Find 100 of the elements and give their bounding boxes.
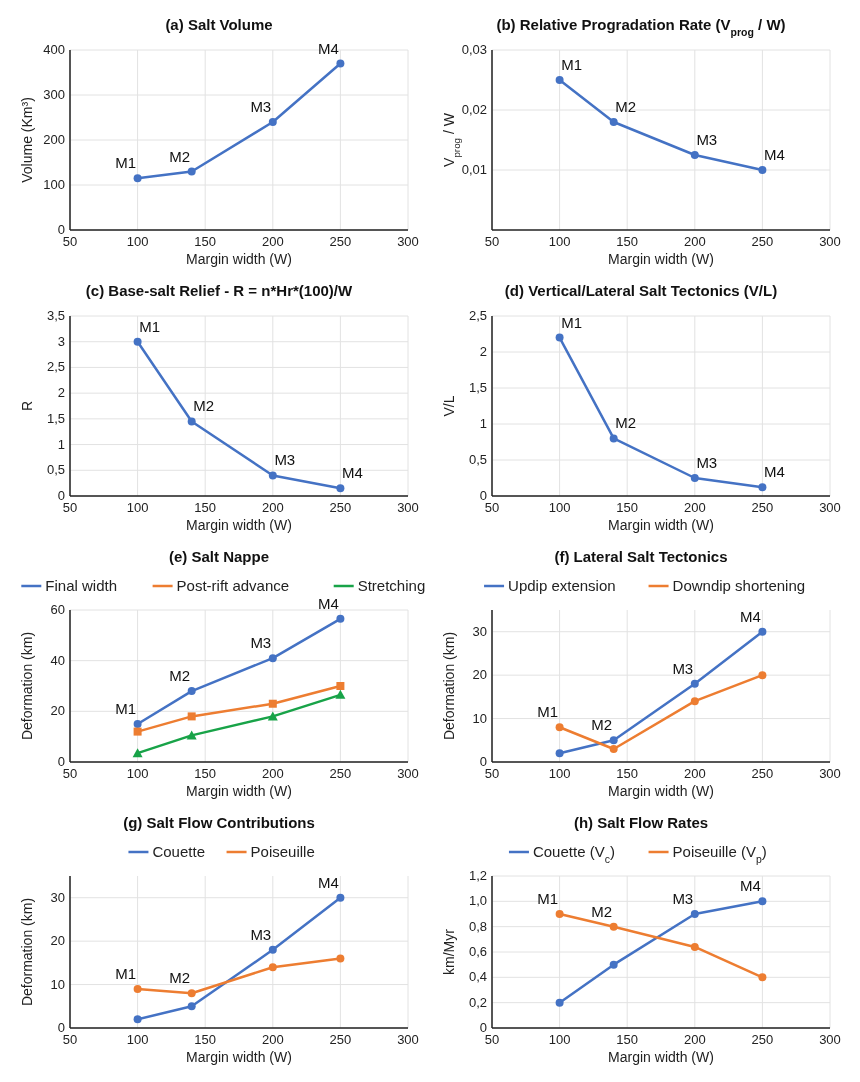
y-tick-label: 20 [50,703,65,719]
annotation: M4 [317,594,339,612]
legend-label: Post-rift advance [176,577,290,594]
y-axis-title: V/L [441,395,457,417]
x-tick-label: 50 [484,1032,500,1047]
legend-label: Stretching [357,577,426,594]
x-tick-label: 250 [329,234,352,249]
chart-title: (c) Base-salt Relief - R = n*Hr*(100)/W [85,282,353,299]
point [187,989,196,998]
annotation: M4 [341,464,363,482]
y-tick-label: 0,01 [461,162,487,177]
annotation: M2 [615,98,637,115]
point [268,699,277,708]
y-tick-label: 3,5 [46,308,65,323]
x-axis-title: Margin width (W) [186,517,292,533]
point [609,744,618,753]
y-tick-label: 0 [57,222,65,237]
x-axis-title: Margin width (W) [608,783,714,799]
point [268,963,277,972]
annotation: M1 [561,56,583,73]
point [690,910,699,918]
annotation: M2 [615,414,637,432]
x-tick-label: 150 [194,766,217,781]
annotation: M3 [274,451,296,469]
legend-label: Poiseuille [250,843,315,860]
x-tick-label: 300 [819,500,841,515]
annotation: M3 [696,454,718,471]
x-tick-label: 300 [397,500,419,515]
legend-label: Couette (V$_{c}$) [532,843,615,865]
point [758,627,767,636]
x-tick-label: 300 [397,234,419,249]
annotation: M3 [672,659,694,677]
x-tick-label: 300 [819,234,841,249]
chart-title: (a) Salt Volume [165,16,273,33]
point [133,337,142,346]
y-tick-label: 1,5 [468,380,487,395]
annotation: M4 [763,146,785,163]
point [758,973,767,982]
y-tick-label: 0,02 [461,102,487,117]
annotation: M3 [250,925,272,943]
x-tick-label: 100 [126,500,149,515]
x-tick-label: 150 [194,1032,217,1047]
point [133,1015,142,1024]
x-tick-label: 200 [683,1032,706,1047]
point [336,59,345,68]
x-tick-label: 50 [484,234,500,249]
x-tick-label: 50 [62,500,78,515]
point [609,118,618,126]
y-tick-label: 3 [57,333,65,349]
y-tick-label: 0 [57,754,65,769]
annotation: M2 [169,147,191,165]
legend-label: Updip extension [508,577,616,594]
x-tick-label: 300 [397,766,419,781]
point [690,697,699,706]
annotation: M4 [739,877,761,895]
x-tick-label: 50 [62,766,78,781]
annotation: M3 [696,131,718,148]
y-tick-label: 0,6 [468,944,487,959]
point [187,712,196,721]
point [690,151,699,159]
legend-label: Couette [152,843,205,860]
annotation: M1 [537,890,559,907]
x-tick-label: 200 [683,234,706,249]
annotation: M1 [115,154,137,172]
legend-label: Final width [45,577,117,594]
y-axis-title: Volume (Km³) [19,97,35,183]
annotation: M4 [739,607,761,625]
point [132,748,143,758]
point [336,484,345,493]
point [336,954,345,963]
x-tick-label: 150 [616,1032,639,1047]
x-axis-title: Margin width (W) [608,1049,714,1065]
y-tick-label: 0 [479,488,487,503]
y-tick-label: 1 [479,416,487,431]
y-tick-label: 1,0 [468,893,487,909]
x-tick-label: 150 [616,500,639,515]
annotation: M2 [193,397,215,415]
point [758,166,767,174]
y-tick-label: 0,5 [468,452,487,467]
y-tick-label: 0,03 [461,42,487,57]
point [336,614,345,623]
annotation: M1 [115,964,137,982]
point [187,167,196,176]
x-tick-label: 100 [126,1032,149,1047]
point [187,1002,196,1011]
y-tick-label: 400 [43,42,65,57]
y-tick-label: 10 [50,976,65,992]
point [609,960,618,969]
annotation: M1 [139,317,161,335]
y-tick-label: 0,5 [46,462,65,478]
point [187,687,196,696]
x-tick-label: 150 [616,234,639,249]
y-tick-label: 1,5 [46,410,65,426]
y-tick-label: 200 [43,132,65,147]
x-tick-label: 100 [548,766,571,781]
point [609,736,618,745]
x-tick-label: 50 [484,500,500,515]
x-tick-label: 250 [751,766,774,781]
chart-title: (e) Salt Nappe [168,548,270,565]
x-tick-label: 100 [548,1032,571,1047]
